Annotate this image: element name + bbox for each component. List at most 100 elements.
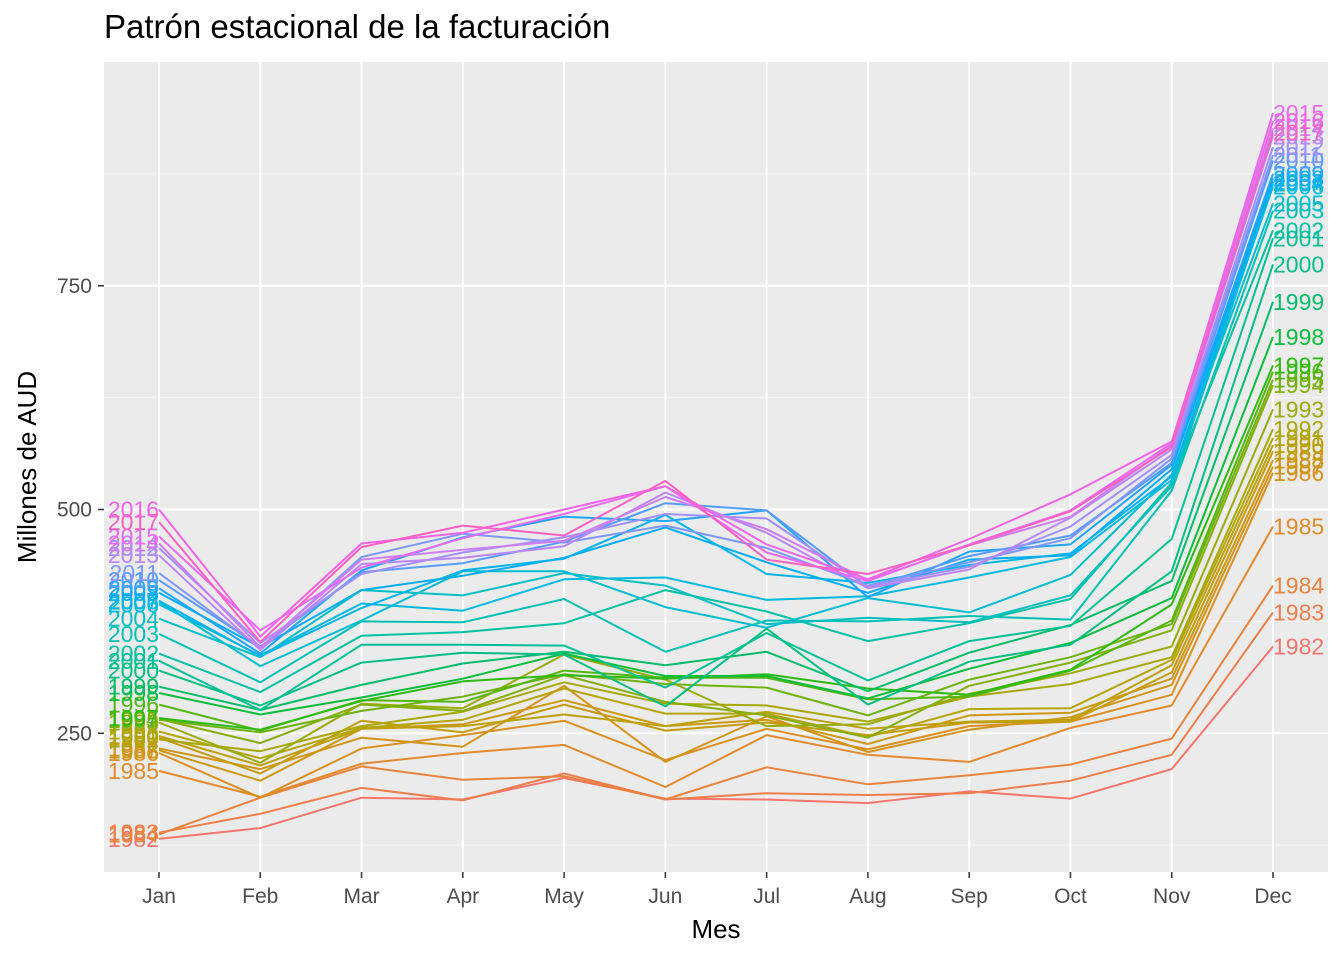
- series-end-label: 1999: [1273, 289, 1324, 315]
- series-end-label: 2000: [1273, 251, 1324, 277]
- series-start-label: 1993: [108, 710, 159, 736]
- series-start-label: 1994: [108, 706, 159, 732]
- series-start-label: 2013: [108, 542, 159, 568]
- series-start-label: 1984: [108, 821, 159, 847]
- y-axis-title: Millones de AUD: [12, 371, 42, 563]
- series-start-label: 1990: [108, 723, 159, 749]
- x-tick-label: Dec: [1254, 885, 1291, 908]
- series-line: [158, 437, 1274, 760]
- y-tick-label: 250: [57, 722, 92, 745]
- chart-title: Patrón estacional de la facturación: [104, 8, 611, 45]
- series-end-label: 1988: [1273, 447, 1324, 473]
- series-end-label: 2002: [1273, 217, 1324, 243]
- series-line: [158, 120, 1274, 638]
- series-end-label: 2016: [1273, 108, 1324, 134]
- x-tick-label: May: [544, 885, 584, 908]
- series-end-label: 2006: [1273, 173, 1324, 199]
- series-line: [158, 237, 1274, 711]
- series-line: [158, 428, 1274, 753]
- series-start-label: 2012: [108, 535, 159, 561]
- axes: 250 500 750 Jan Feb Mar Apr May Jun Jul Aug Sep Oct N…: [57, 275, 1292, 908]
- series-end-label: 2005: [1273, 190, 1324, 216]
- series-start-label: 2014: [108, 531, 159, 557]
- series-line: [158, 611, 1274, 834]
- x-tick-label: Feb: [242, 885, 278, 908]
- series-start-label: 2016: [108, 497, 159, 523]
- x-tick-label: Jun: [648, 885, 682, 908]
- series-end-label: 1983: [1273, 599, 1324, 625]
- series-start-label: 1991: [108, 718, 159, 744]
- series-line: [158, 585, 1274, 836]
- series-start-label: 2015: [108, 523, 159, 549]
- series-line: [158, 203, 1274, 668]
- series-line: [158, 210, 1274, 684]
- series-start-label: 2002: [108, 641, 159, 667]
- series-start-label: 2017: [108, 509, 159, 535]
- x-tick-label: Apr: [446, 885, 479, 908]
- series-line: [158, 379, 1274, 734]
- series-line: [158, 154, 1274, 650]
- series-line: [158, 444, 1274, 767]
- series-labels: 1982198219831983198419841985198519861986…: [108, 100, 1325, 852]
- series-end-label: 2009: [1273, 161, 1324, 187]
- series-end-label: 1985: [1273, 514, 1324, 540]
- series-line: [158, 459, 1274, 782]
- x-tick-label: Jul: [753, 885, 780, 908]
- series-start-label: 1982: [108, 826, 159, 852]
- x-tick-label: Mar: [343, 885, 379, 908]
- x-tick-label: Jan: [142, 885, 176, 908]
- series-start-label: 1986: [108, 740, 159, 766]
- series-end-label: 2004: [1273, 171, 1324, 197]
- series-start-label: 2011: [110, 560, 159, 586]
- series-end-label: 1989: [1273, 438, 1324, 464]
- series-start-label: 1989: [108, 725, 159, 751]
- series-start-label: 1995: [108, 707, 159, 733]
- series-end-label: 2008: [1273, 165, 1324, 191]
- series-start-label: 2003: [108, 621, 159, 647]
- x-tick-label: Nov: [1153, 885, 1191, 908]
- series-line: [158, 132, 1274, 643]
- series-end-label: 1982: [1273, 633, 1324, 659]
- series-line: [158, 301, 1274, 711]
- series-end-label: 1987: [1273, 454, 1324, 480]
- x-axis-title: Mes: [691, 914, 740, 944]
- series-end-label: 1994: [1273, 372, 1324, 398]
- series-start-label: 2008: [108, 580, 159, 606]
- series-line: [158, 526, 1274, 798]
- series-end-label: 1995: [1273, 367, 1324, 393]
- series-start-label: 1996: [108, 692, 159, 718]
- series-end-label: 2017: [1273, 120, 1324, 146]
- series-end-label: 2003: [1273, 198, 1324, 224]
- series-end-label: 2001: [1273, 225, 1324, 251]
- series-end-label: 1986: [1273, 460, 1324, 486]
- x-tick-label: Sep: [950, 885, 987, 908]
- series-line: [158, 384, 1274, 745]
- series-start-label: 1998: [108, 680, 159, 706]
- series-end-label: 2015: [1273, 100, 1324, 126]
- series-line: [158, 183, 1274, 659]
- series-end-label: 2013: [1273, 123, 1324, 149]
- series-line: [158, 127, 1274, 649]
- series-end-label: 1990: [1273, 432, 1324, 458]
- series-start-label: 2006: [108, 591, 159, 617]
- series-line: [158, 336, 1274, 716]
- series-end-label: 2007: [1273, 169, 1324, 195]
- series-end-label: 1993: [1273, 396, 1324, 422]
- series-end-label: 1997: [1273, 352, 1324, 378]
- series-end-label: 1996: [1273, 359, 1324, 385]
- series-start-label: 1987: [108, 735, 159, 761]
- series-start-label: 2001: [108, 648, 159, 674]
- y-tick-label: 750: [57, 275, 92, 298]
- series-line: [158, 472, 1274, 799]
- series-line: [158, 186, 1274, 657]
- series-end-label: 1992: [1273, 416, 1324, 442]
- series-line: [158, 645, 1274, 840]
- series-start-label: 1992: [108, 727, 159, 753]
- series-start-label: 2007: [108, 588, 159, 614]
- series-start-label: 2004: [108, 606, 159, 632]
- series-start-label: 1997: [108, 705, 159, 731]
- series-end-label: 1998: [1273, 324, 1324, 350]
- series-end-label: 2011: [1273, 142, 1322, 168]
- series-end-label: 2014: [1273, 115, 1324, 141]
